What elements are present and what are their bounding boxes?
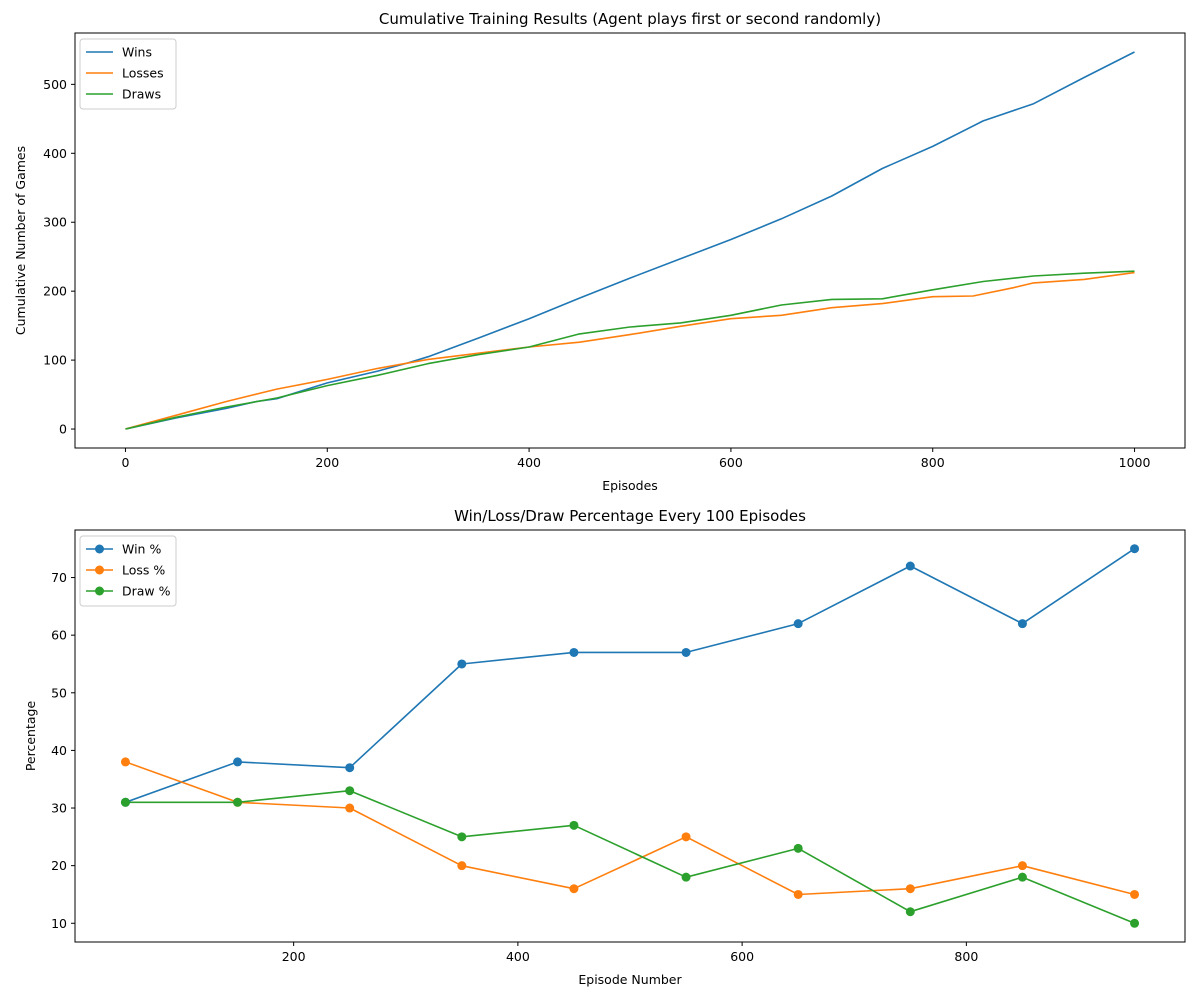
series-line <box>125 51 1135 430</box>
x-tick-label: 1000 <box>1119 455 1151 470</box>
data-point <box>457 659 467 669</box>
data-point <box>345 786 355 796</box>
data-point <box>1017 872 1027 882</box>
x-tick-label: 200 <box>282 949 306 964</box>
series-wins <box>125 51 1135 430</box>
series-draws <box>125 270 1135 430</box>
x-tick-label: 600 <box>730 949 754 964</box>
data-point <box>457 861 467 871</box>
data-point <box>345 763 355 773</box>
plot-frame <box>74 529 1186 943</box>
y-tick-label: 0 <box>59 422 67 437</box>
series-line <box>125 548 1135 804</box>
y-tick-label: 30 <box>51 801 67 816</box>
y-tick-label: 400 <box>43 146 67 161</box>
data-point <box>905 561 915 571</box>
legend-label: Win % <box>122 542 161 557</box>
y-tick-label: 10 <box>51 916 67 931</box>
y-tick-label: 50 <box>51 685 67 700</box>
series-draw- <box>120 786 1140 928</box>
series-line <box>125 271 1135 430</box>
data-point <box>681 832 691 842</box>
data-point <box>120 797 130 807</box>
legend-marker <box>95 544 104 554</box>
data-point <box>1130 544 1140 554</box>
data-point <box>1017 619 1027 629</box>
data-point <box>345 803 355 813</box>
data-point <box>569 820 579 830</box>
data-point <box>457 832 467 842</box>
data-point <box>233 757 243 767</box>
x-tick-label: 800 <box>954 949 978 964</box>
y-axis-label: Cumulative Number of Games <box>13 146 28 335</box>
data-point <box>233 797 243 807</box>
chart-title: Cumulative Training Results (Agent plays… <box>379 10 881 28</box>
data-point <box>681 647 691 657</box>
y-axis-label: Percentage <box>23 701 38 772</box>
y-tick-label: 40 <box>51 743 67 758</box>
legend-label: Draws <box>122 87 161 102</box>
series-line <box>125 270 1135 430</box>
data-point <box>569 884 579 894</box>
chart-2: Win/Loss/Draw Percentage Every 100 Episo… <box>23 507 1186 987</box>
legend-box <box>79 535 177 607</box>
x-tick-label: 0 <box>121 455 129 470</box>
legend-label: Losses <box>122 66 164 81</box>
x-tick-label: 400 <box>517 455 541 470</box>
data-point <box>793 889 803 899</box>
x-tick-label: 800 <box>921 455 945 470</box>
y-tick-label: 200 <box>43 284 67 299</box>
x-tick-label: 400 <box>506 949 530 964</box>
legend-marker <box>95 586 104 596</box>
y-tick-label: 20 <box>51 858 67 873</box>
legend-label: Draw % <box>122 584 171 599</box>
y-tick-label: 500 <box>43 77 67 92</box>
legend-label: Wins <box>122 45 152 60</box>
y-tick-label: 60 <box>51 628 67 643</box>
data-point <box>905 884 915 894</box>
series-loss- <box>120 757 1140 899</box>
series-line <box>125 789 1135 925</box>
series-win- <box>120 544 1140 807</box>
plot-frame <box>74 32 1186 449</box>
data-point <box>569 647 579 657</box>
series-losses <box>125 271 1135 430</box>
data-point <box>1017 861 1027 871</box>
y-tick-label: 300 <box>43 215 67 230</box>
data-point <box>1130 918 1140 928</box>
data-point <box>793 843 803 853</box>
data-point <box>681 872 691 882</box>
legend: Win % Loss % Draw % <box>79 535 177 607</box>
chart-1: Cumulative Training Results (Agent plays… <box>13 10 1186 493</box>
x-axis-label: Episodes <box>602 478 658 493</box>
chart-title: Win/Loss/Draw Percentage Every 100 Episo… <box>454 507 806 525</box>
x-axis-label: Episode Number <box>578 972 682 987</box>
data-point <box>905 907 915 917</box>
data-point <box>1130 889 1140 899</box>
legend-label: Loss % <box>122 563 165 578</box>
y-tick-label: 100 <box>43 353 67 368</box>
x-tick-label: 200 <box>315 455 339 470</box>
data-point <box>793 619 803 629</box>
legend-box <box>79 38 177 110</box>
legend: Wins Losses Draws <box>79 38 177 110</box>
series-line <box>125 761 1135 896</box>
y-tick-label: 70 <box>51 570 67 585</box>
x-tick-label: 600 <box>719 455 743 470</box>
legend-marker <box>95 565 104 575</box>
data-point <box>120 757 130 767</box>
